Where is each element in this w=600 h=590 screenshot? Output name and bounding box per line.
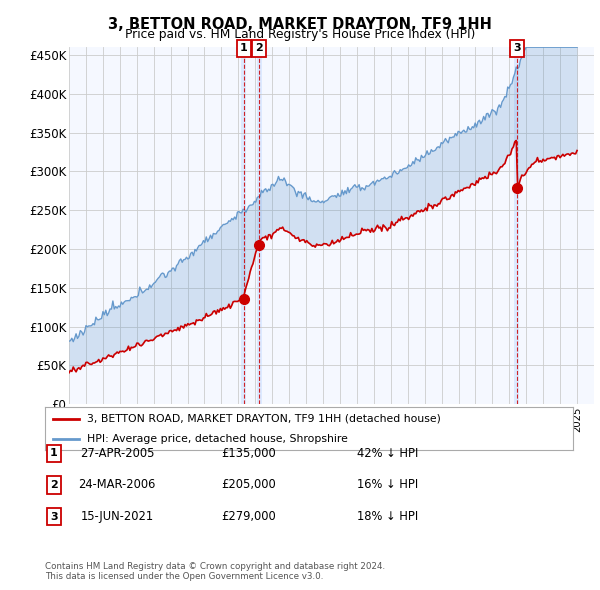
- Text: £205,000: £205,000: [221, 478, 277, 491]
- Bar: [241, 47, 247, 404]
- Bar: [514, 47, 520, 404]
- Text: 3: 3: [513, 44, 521, 54]
- Text: 42% ↓ HPI: 42% ↓ HPI: [357, 447, 418, 460]
- Text: 3, BETTON ROAD, MARKET DRAYTON, TF9 1HH: 3, BETTON ROAD, MARKET DRAYTON, TF9 1HH: [108, 17, 492, 31]
- Text: £279,000: £279,000: [221, 510, 277, 523]
- Text: 3, BETTON ROAD, MARKET DRAYTON, TF9 1HH (detached house): 3, BETTON ROAD, MARKET DRAYTON, TF9 1HH …: [87, 414, 441, 424]
- Text: Contains HM Land Registry data © Crown copyright and database right 2024.: Contains HM Land Registry data © Crown c…: [45, 562, 385, 571]
- Text: 16% ↓ HPI: 16% ↓ HPI: [357, 478, 418, 491]
- Text: 2: 2: [50, 480, 58, 490]
- Text: 18% ↓ HPI: 18% ↓ HPI: [357, 510, 418, 523]
- Bar: [257, 47, 262, 404]
- Text: £135,000: £135,000: [221, 447, 277, 460]
- Text: 27-APR-2005: 27-APR-2005: [80, 447, 154, 460]
- Text: Price paid vs. HM Land Registry's House Price Index (HPI): Price paid vs. HM Land Registry's House …: [125, 28, 475, 41]
- Text: This data is licensed under the Open Government Licence v3.0.: This data is licensed under the Open Gov…: [45, 572, 323, 581]
- Text: 2: 2: [256, 44, 263, 54]
- Text: 15-JUN-2021: 15-JUN-2021: [80, 510, 154, 523]
- Text: 1: 1: [50, 448, 58, 458]
- Text: 1: 1: [240, 44, 248, 54]
- Text: 24-MAR-2006: 24-MAR-2006: [79, 478, 155, 491]
- Text: 3: 3: [50, 512, 58, 522]
- Text: HPI: Average price, detached house, Shropshire: HPI: Average price, detached house, Shro…: [87, 434, 348, 444]
